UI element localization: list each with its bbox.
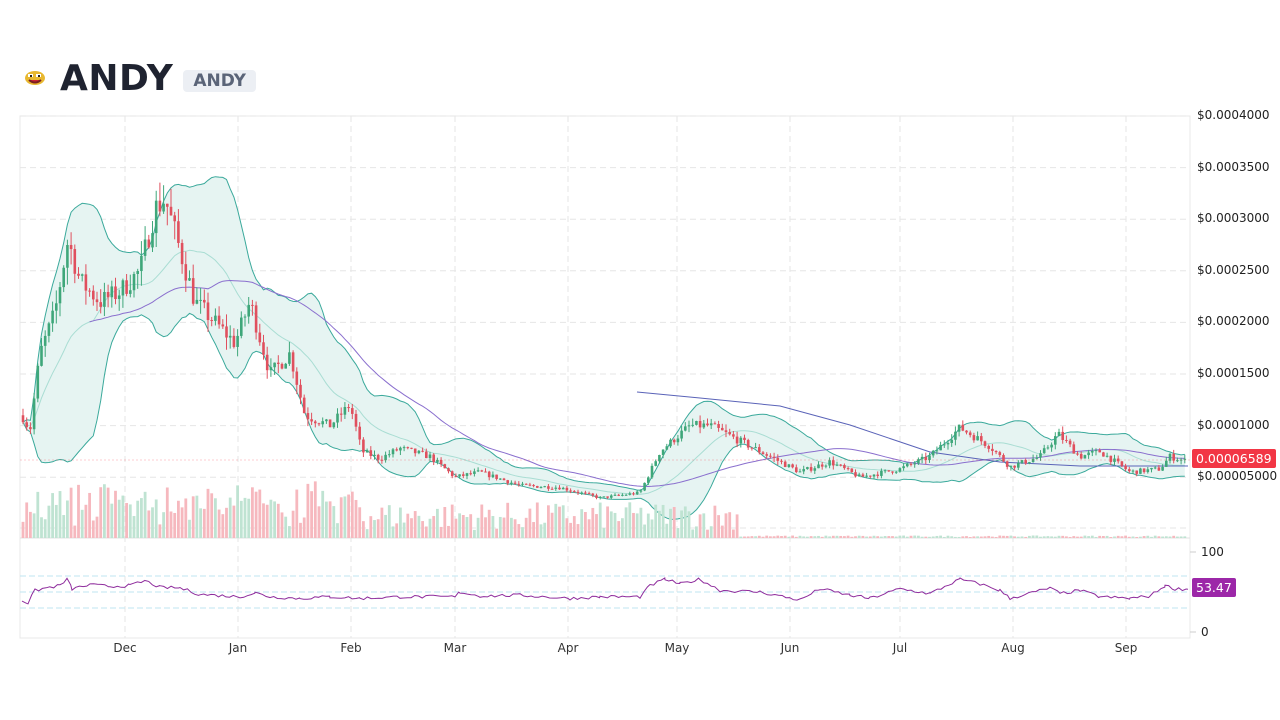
asset-header: ANDY ANDY	[24, 57, 256, 99]
asset-title: ANDY	[60, 57, 174, 99]
time-axis-label: Apr	[557, 641, 579, 655]
price-scale-label: $0.0002000	[1197, 314, 1270, 329]
time-axis-label: Jan	[228, 641, 248, 655]
time-axis-label: Aug	[1001, 641, 1025, 655]
long-moving-average-line	[636, 391, 1188, 467]
rsi-value-tag: 53.47	[1192, 578, 1236, 597]
volume-bars	[21, 481, 1187, 538]
price-scale-label: $0.0001500	[1197, 366, 1270, 380]
price-scale-label: $0.0004000	[1197, 108, 1270, 122]
rsi-scale-100: 100	[1201, 545, 1224, 559]
rsi-scale-0: 0	[1201, 625, 1209, 639]
price-scale-label: $0.00005000	[1197, 469, 1278, 484]
ticker-badge: ANDY	[183, 70, 256, 92]
time-axis-label: Jul	[892, 641, 908, 655]
andy-pepe-face-icon	[24, 70, 46, 86]
current-price-tag: 0.00006589	[1192, 449, 1276, 468]
time-axis-label: Mar	[443, 641, 467, 655]
rsi-line	[21, 577, 1189, 605]
time-axis-label: May	[664, 641, 690, 655]
bollinger-bands	[22, 176, 1185, 520]
time-axis-label: Sep	[1114, 641, 1138, 655]
time-axis-label: Jun	[780, 641, 800, 655]
price-scale-label: $0.0003500	[1197, 159, 1270, 174]
price-scale-label: $0.0002500	[1197, 262, 1270, 277]
time-axis-label: Dec	[113, 641, 137, 655]
price-scale-label: $0.0001000	[1197, 417, 1270, 432]
price-scale-label: $0.0003000	[1197, 211, 1270, 226]
time-axis-label: Feb	[340, 641, 362, 655]
candlesticks	[21, 182, 1187, 500]
